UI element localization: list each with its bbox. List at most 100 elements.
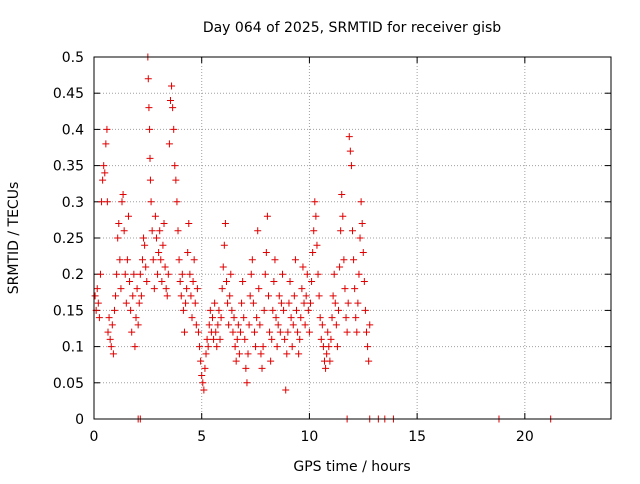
- data-point: [353, 328, 361, 336]
- plot-frame: [93, 56, 612, 420]
- data-point: [264, 292, 272, 300]
- data-point: [327, 335, 335, 343]
- data-point: [282, 386, 290, 394]
- data-point: [271, 256, 279, 264]
- data-point: [361, 306, 369, 314]
- data-point: [146, 125, 154, 133]
- data-point: [301, 321, 309, 329]
- data-point: [158, 277, 166, 285]
- data-point: [364, 343, 372, 351]
- data-point: [184, 248, 192, 256]
- data-point: [205, 321, 213, 329]
- data-point: [152, 234, 160, 242]
- data-point: [347, 162, 355, 170]
- data-point: [330, 270, 338, 278]
- data-point: [268, 335, 276, 343]
- data-point: [183, 285, 191, 293]
- data-point: [160, 220, 168, 228]
- data-point: [262, 248, 270, 256]
- data-point: [313, 241, 321, 249]
- data-point: [232, 357, 240, 365]
- data-point: [164, 270, 172, 278]
- data-point: [334, 306, 342, 314]
- data-point: [342, 314, 350, 322]
- data-point: [176, 277, 184, 285]
- data-point: [199, 379, 207, 387]
- data-point: [261, 270, 269, 278]
- data-point: [204, 343, 212, 351]
- data-point: [213, 343, 221, 351]
- data-point: [298, 285, 306, 293]
- data-point: [185, 220, 193, 228]
- x-axis-label: GPS time / hours: [293, 459, 410, 475]
- data-point: [238, 299, 246, 307]
- data-point: [224, 299, 232, 307]
- data-point: [161, 263, 169, 271]
- data-point: [215, 306, 223, 314]
- data-point: [222, 277, 230, 285]
- data-point: [122, 299, 130, 307]
- data-point: [116, 256, 124, 264]
- grid-layer: [94, 57, 611, 419]
- data-point: [340, 256, 348, 264]
- y-tick-label: 0.1: [62, 340, 84, 356]
- data-point: [208, 314, 216, 322]
- data-point: [127, 306, 135, 314]
- data-point: [345, 133, 353, 141]
- data-point: [162, 285, 170, 293]
- y-tick-label: 0: [75, 412, 84, 428]
- x-tick-label: 5: [197, 429, 206, 445]
- data-point: [141, 241, 149, 249]
- data-point: [123, 256, 131, 264]
- data-point: [341, 285, 349, 293]
- data-point: [220, 241, 228, 249]
- data-point: [200, 386, 208, 394]
- data-point: [346, 147, 354, 155]
- data-point: [344, 299, 352, 307]
- data-point: [306, 299, 314, 307]
- x-tick-label: 0: [90, 429, 99, 445]
- data-point: [149, 256, 157, 264]
- data-point: [289, 321, 297, 329]
- data-point: [131, 343, 139, 351]
- data-point: [355, 270, 363, 278]
- data-point: [202, 350, 210, 358]
- data-point: [186, 270, 194, 278]
- data-point: [101, 169, 109, 177]
- axis-layer: 0 0.05 0.1 0.15 0.2 0.25 0.3 0.35 0.4 0.45 0.5 0 5 10…: [53, 50, 611, 445]
- data-point: [170, 125, 178, 133]
- data-point: [217, 314, 225, 322]
- data-point: [337, 227, 345, 235]
- data-point: [352, 314, 360, 322]
- data-point: [316, 314, 324, 322]
- data-point: [94, 299, 102, 307]
- data-point: [276, 328, 284, 336]
- data-point: [190, 256, 198, 264]
- data-point: [126, 277, 134, 285]
- data-point: [100, 162, 108, 170]
- data-point: [110, 306, 118, 314]
- data-point: [308, 277, 316, 285]
- data-point: [148, 227, 156, 235]
- data-point: [243, 379, 251, 387]
- data-point: [285, 299, 293, 307]
- data-point: [280, 306, 288, 314]
- data-point: [137, 292, 145, 300]
- data-point: [326, 357, 334, 365]
- data-point: [177, 292, 185, 300]
- data-point: [246, 292, 254, 300]
- data-point: [227, 270, 235, 278]
- data-point: [129, 292, 137, 300]
- data-point: [253, 314, 261, 322]
- data-point: [315, 292, 323, 300]
- data-point: [263, 212, 271, 220]
- data-point: [156, 227, 164, 235]
- data-point: [295, 350, 303, 358]
- data-point: [168, 82, 176, 90]
- data-point: [142, 263, 150, 271]
- data-point: [331, 299, 339, 307]
- data-point: [159, 241, 167, 249]
- data-point: [120, 227, 128, 235]
- data-point: [283, 350, 291, 358]
